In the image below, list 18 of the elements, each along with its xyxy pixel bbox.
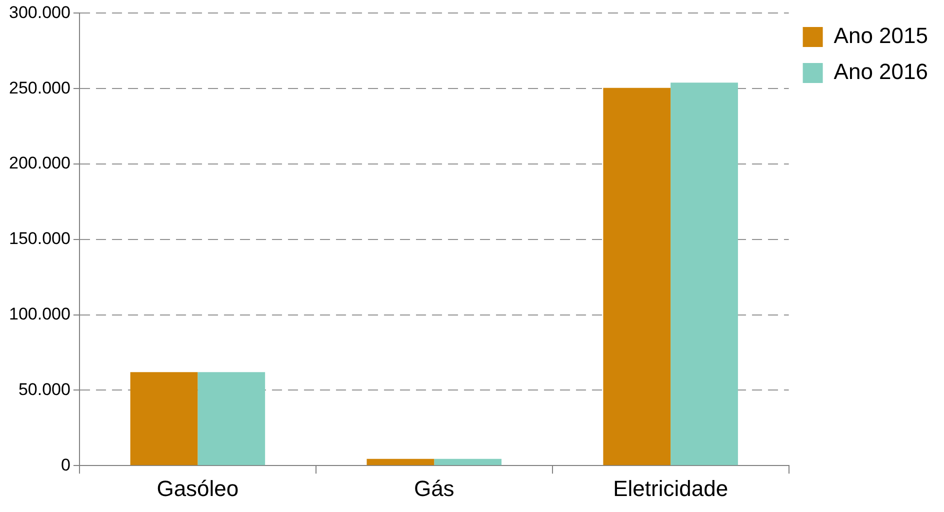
bar	[130, 372, 198, 466]
bar	[670, 82, 738, 466]
x-tick-label: Eletricidade	[613, 476, 728, 501]
x-tick-label: Gás	[414, 476, 454, 501]
bar	[603, 88, 671, 466]
y-tick-label: 300.000	[9, 2, 70, 22]
legend-label: Ano 2016	[834, 59, 928, 84]
bar	[434, 458, 502, 466]
bar	[366, 458, 434, 466]
y-tick-label: 250.000	[9, 78, 70, 98]
y-tick-label: 0	[60, 455, 70, 474]
x-tick-label: Gasóleo	[156, 476, 239, 501]
y-tick-label: 150.000	[9, 229, 70, 248]
y-tick-label: 100.000	[9, 304, 70, 324]
bar	[198, 372, 266, 466]
y-tick-label: 200.000	[9, 154, 70, 173]
legend-label: Ano 2015	[834, 23, 928, 48]
y-tick-label: 50.000	[18, 380, 70, 399]
